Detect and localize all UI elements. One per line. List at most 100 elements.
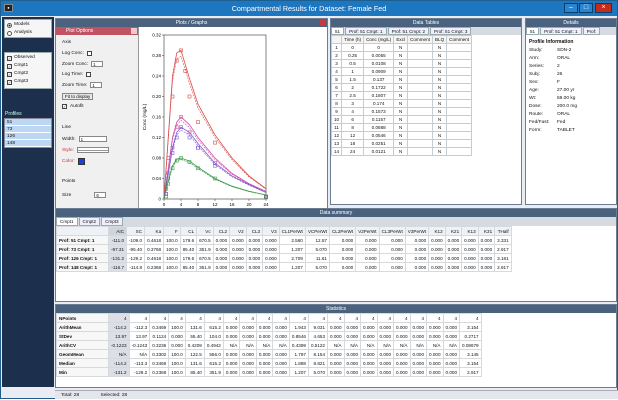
table-cell[interactable]: 0.000 — [393, 358, 411, 368]
table-cell[interactable]: N/A — [272, 340, 290, 350]
table-cell[interactable]: 0.000 — [168, 340, 186, 350]
table-cell[interactable]: 0.000 — [222, 358, 241, 368]
column-header[interactable]: CL2 — [212, 226, 231, 236]
table-row[interactable]: Prof: 126 Cmpt: 1 -131.2 -129.2 0.4618 100.0… — [56, 253, 512, 263]
table-cell[interactable]: 351.9 — [203, 367, 224, 377]
table-cell[interactable]: 0.000 — [404, 235, 430, 245]
profile-item[interactable]: 148 — [5, 140, 51, 147]
column-header[interactable]: THalf — [494, 226, 512, 236]
table-cell[interactable]: 0.000 — [428, 253, 446, 263]
table-cell[interactable]: 0.000 — [229, 244, 247, 254]
table-cell[interactable]: 12.57 — [304, 235, 330, 245]
table-cell[interactable]: N — [431, 59, 448, 68]
table-cell[interactable] — [407, 107, 433, 116]
table-cell[interactable]: 0.000 — [442, 331, 460, 341]
row-header[interactable]: ArithMean — [56, 322, 109, 332]
table-cell[interactable]: 1.207 — [278, 262, 306, 272]
column-header[interactable] — [331, 35, 343, 44]
table-cell[interactable]: 0.000 — [444, 253, 463, 263]
log-conc-checkbox[interactable] — [86, 51, 92, 56]
table-cell[interactable]: -0.1223 — [108, 340, 130, 350]
table-cell[interactable]: 0.000 — [229, 235, 247, 245]
table-cell[interactable]: 0.000 — [428, 262, 446, 272]
table-cell[interactable]: -111.0 — [107, 235, 128, 245]
table-cell[interactable]: 6 — [341, 115, 365, 124]
check-cmpt3[interactable]: ✓ Cmpt3 — [7, 79, 29, 85]
table-cell[interactable]: -0.1243 — [128, 340, 151, 350]
zoom-time-input[interactable]: 1 — [90, 82, 103, 88]
table-cell[interactable] — [446, 115, 473, 124]
row-header[interactable]: Prof: 73 Cmpt: 1 — [56, 244, 109, 254]
table-cell[interactable]: N — [431, 83, 448, 92]
table-cell[interactable]: N — [393, 107, 409, 116]
table-cell[interactable]: N — [431, 43, 448, 52]
row-header[interactable]: Prof: 51 Cmpt: 1 — [56, 235, 109, 245]
table-cell[interactable]: 0.0888 — [363, 123, 395, 132]
check-cmpt2[interactable]: ✓ Cmpt2 — [7, 71, 29, 77]
table-row[interactable]: ArithMean -114.2 -112.3 0.3469 100.0 131.6 615… — [56, 322, 482, 332]
table-cell[interactable]: 4 — [360, 313, 378, 323]
table-cell[interactable]: 4.653 — [307, 331, 329, 341]
column-header[interactable]: CL1PerWt — [278, 226, 306, 236]
row-header[interactable]: GeomMean — [56, 349, 109, 359]
table-row[interactable]: 12 12 0.0546 N N — [331, 131, 473, 140]
table-cell[interactable]: -131.2 — [107, 253, 128, 263]
table-row[interactable]: 3 0.5 0.0108 N N — [331, 59, 473, 68]
table-cell[interactable]: N/A — [409, 340, 427, 350]
check-cmpt1[interactable]: ✓ Cmpt1 — [7, 63, 29, 69]
table-cell[interactable] — [446, 131, 473, 140]
table-cell[interactable]: 0.000 — [409, 358, 427, 368]
tab-cmpt-1[interactable]: Prof: 51 Cmpt: 1 — [345, 27, 387, 35]
table-cell[interactable]: 4 — [288, 313, 309, 323]
table-cell[interactable]: 0.2717 — [459, 331, 482, 341]
table-row[interactable]: Prof: 148 Cmpt: 1 -116.7 -114.8 0.2368 100.0… — [56, 262, 512, 272]
tab-details-cmpt-1[interactable]: Prof: 51 Cmpt: 1 — [540, 27, 582, 35]
table-cell[interactable]: N/A — [108, 349, 130, 359]
table-cell[interactable]: -97.31 — [107, 244, 128, 254]
table-cell[interactable]: 615.2 — [203, 322, 224, 332]
table-cell[interactable]: 0.000 — [378, 253, 406, 263]
row-header[interactable]: StDev — [56, 331, 109, 341]
table-cell[interactable]: -95.40 — [126, 244, 146, 254]
table-cell[interactable] — [446, 51, 473, 60]
table-cell[interactable]: 670.5 — [196, 253, 214, 263]
table-cell[interactable] — [446, 139, 473, 148]
column-header[interactable]: CL2PerWt — [328, 226, 357, 236]
table-cell[interactable]: 0.3236 — [149, 340, 170, 350]
table-cell[interactable]: -131.2 — [108, 367, 130, 377]
table-cell[interactable] — [446, 107, 473, 116]
table-cell[interactable]: N/A — [393, 340, 411, 350]
table-cell[interactable]: 0.000 — [239, 349, 257, 359]
table-cell[interactable] — [407, 131, 433, 140]
check-observed[interactable]: ✓ Observed — [7, 55, 35, 61]
table-cell[interactable]: 0.08679 — [459, 340, 482, 350]
table-cell[interactable]: 10 — [331, 115, 343, 124]
table-row[interactable]: Min -131.2 -129.2 0.2368 100.0 85.40 351.9 0.00… — [56, 367, 482, 377]
table-cell[interactable]: N — [393, 59, 409, 68]
mode-models[interactable]: Models — [7, 21, 49, 29]
table-cell[interactable] — [407, 123, 433, 132]
table-cell[interactable]: 0.4618 — [144, 253, 165, 263]
table-cell[interactable]: N — [393, 115, 409, 124]
table-cell[interactable]: -114.2 — [108, 322, 130, 332]
table-cell[interactable]: N — [431, 147, 448, 156]
table-cell[interactable]: 4 — [409, 313, 427, 323]
table-cell[interactable] — [407, 91, 433, 100]
table-cell[interactable]: 0.0108 — [363, 59, 395, 68]
table-cell[interactable]: -114.8 — [126, 262, 146, 272]
column-header[interactable]: BLQ — [431, 35, 448, 44]
table-cell[interactable]: 0.000 — [360, 349, 378, 359]
table-cell[interactable]: 4 — [426, 313, 444, 323]
table-cell[interactable]: 0.000 — [378, 244, 406, 254]
table-cell[interactable]: 0.000 — [428, 235, 446, 245]
table-cell[interactable]: 0.000 — [229, 253, 247, 263]
table-cell[interactable]: 0.25 — [341, 51, 365, 60]
table-cell[interactable]: 0 — [363, 43, 395, 52]
table-cell[interactable]: 100.0 — [163, 262, 181, 272]
column-header[interactable]: K31 — [477, 226, 496, 236]
table-cell[interactable]: 4 — [255, 313, 274, 323]
table-cell[interactable]: 0.1807 — [363, 91, 395, 100]
column-header[interactable]: K12 — [428, 226, 446, 236]
table-cell[interactable]: 0.3469 — [149, 322, 170, 332]
table-cell[interactable] — [446, 67, 473, 76]
